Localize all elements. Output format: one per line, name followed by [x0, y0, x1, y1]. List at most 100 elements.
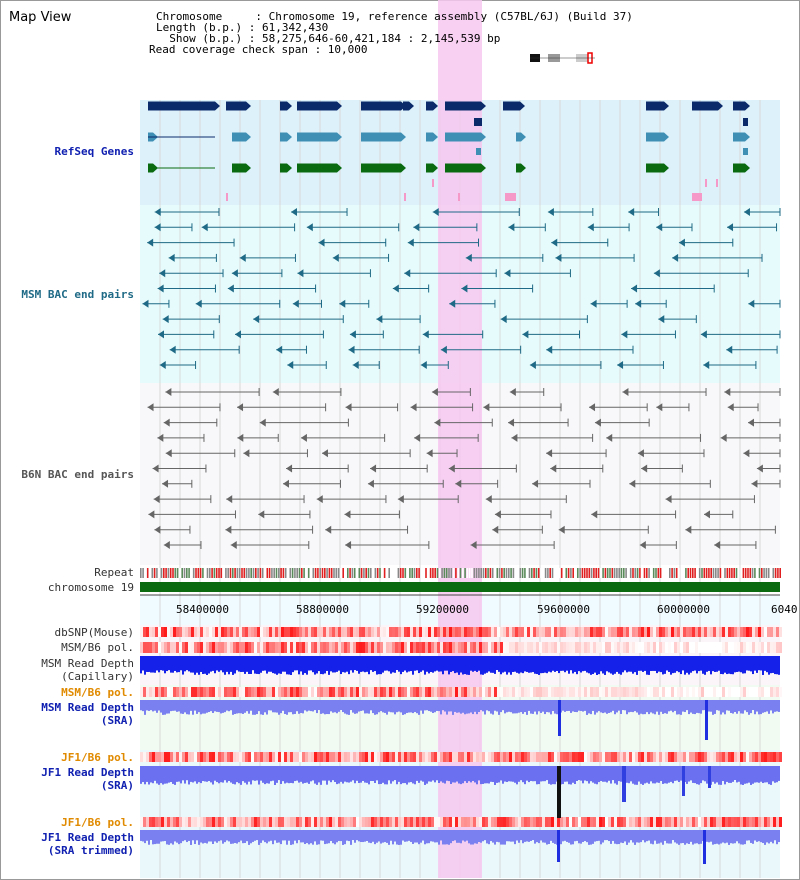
heat-cell [590, 627, 593, 637]
depth-bar [488, 766, 490, 784]
repeat-mark [606, 568, 609, 578]
heat-cell [467, 642, 470, 653]
bac-end-marker [297, 269, 304, 278]
depth-bar [396, 656, 398, 671]
depth-bar [520, 656, 522, 673]
depth-bar [274, 766, 276, 785]
depth-bar [376, 700, 378, 715]
track-label-jf1-depth[interactable]: JF1 Read Depth (SRA) [0, 766, 134, 792]
track-label-jf1-trim[interactable]: JF1 Read Depth (SRA trimmed) [0, 831, 134, 857]
depth-bar [588, 700, 590, 714]
track-label-msm-depth-sra[interactable]: MSM Read Depth (SRA) [0, 701, 134, 727]
depth-bar [306, 766, 308, 783]
depth-bar [508, 830, 510, 842]
repeat-mark [158, 568, 160, 578]
heat-cell [158, 627, 161, 637]
depth-bar [688, 700, 690, 715]
heat-cell [392, 752, 395, 762]
depth-bar [254, 656, 256, 674]
bac-end-marker [348, 345, 355, 354]
track-label-msm-b6-pol[interactable]: MSM/B6 pol. [61, 641, 134, 654]
depth-bar [728, 830, 730, 845]
depth-bar [174, 830, 176, 842]
repeat-mark [475, 568, 478, 578]
depth-bar [632, 830, 634, 843]
depth-bar [650, 656, 652, 671]
depth-bar [776, 830, 778, 845]
bac-end-marker [169, 345, 176, 354]
heat-cell [515, 817, 518, 827]
track-label-msm-depth-cap[interactable]: MSM Read Depth (Capillary) [0, 657, 134, 683]
depth-bar [726, 700, 728, 711]
depth-bar [250, 700, 252, 711]
heat-cell [746, 687, 749, 697]
track-label-refseq[interactable]: RefSeq Genes [54, 145, 134, 158]
heat-cell [554, 817, 557, 827]
depth-bar [154, 656, 156, 673]
depth-bar [590, 766, 592, 782]
heat-cell [413, 817, 416, 827]
heat-cell [419, 642, 422, 653]
jf1-depth-line2: (SRA) [100, 779, 134, 792]
track-label-repeat[interactable]: Repeat [94, 566, 134, 579]
depth-bar [668, 766, 670, 783]
depth-bar [224, 700, 226, 713]
depth-bar [512, 766, 514, 782]
depth-bar [516, 766, 518, 785]
heat-cell [776, 627, 779, 637]
depth-bar [512, 830, 514, 842]
depth-bar [766, 700, 768, 712]
depth-bar [720, 766, 722, 785]
heat-cell [428, 627, 431, 637]
depth-bar [248, 700, 250, 714]
depth-bar [364, 766, 366, 783]
track-label-jf1-b6-pol[interactable]: JF1/B6 pol. [61, 751, 134, 764]
repeat-mark [646, 568, 648, 578]
heat-cell [695, 642, 698, 653]
repeat-mark [289, 568, 292, 578]
repeat-mark [721, 568, 724, 578]
depth-bar [302, 830, 304, 843]
heat-cell [320, 817, 323, 827]
repeat-mark [259, 568, 262, 578]
gene-exon [280, 101, 287, 111]
depth-bar [630, 656, 632, 672]
heat-cell [662, 687, 665, 697]
depth-bar [294, 656, 296, 671]
heat-cell [536, 642, 539, 653]
track-label-msm-b6-pol-2[interactable]: MSM/B6 pol. [61, 686, 134, 699]
heat-cell [638, 642, 641, 653]
depth-bar [546, 656, 548, 674]
bac-end-marker [282, 479, 289, 488]
depth-bar [656, 700, 658, 712]
track-label-jf1-b6-pol-2[interactable]: JF1/B6 pol. [61, 816, 134, 829]
depth-bar [400, 830, 402, 845]
depth-bar [188, 830, 190, 841]
track-label-dbsnp[interactable]: dbSNP(Mouse) [54, 626, 134, 639]
heat-cell [338, 817, 341, 827]
heat-cell [446, 752, 449, 762]
depth-bar [416, 766, 418, 781]
bac-end-marker [532, 479, 539, 488]
heat-cell [677, 627, 680, 637]
repeat-mark [432, 568, 434, 578]
repeat-mark [202, 568, 204, 578]
heat-cell [362, 817, 365, 827]
heat-cell [779, 642, 782, 653]
depth-bar [308, 766, 310, 784]
depth-bar [634, 766, 636, 785]
depth-bar [298, 830, 300, 841]
depth-bar [524, 830, 526, 842]
heat-cell [368, 642, 371, 653]
depth-bar [674, 830, 676, 843]
track-label-b6n-bac[interactable]: B6N BAC end pairs [21, 468, 134, 481]
depth-bar [490, 656, 492, 673]
track-label-msm-bac[interactable]: MSM BAC end pairs [21, 288, 134, 301]
depth-bar [258, 656, 260, 675]
depth-bar [266, 656, 268, 674]
depth-bar [606, 766, 608, 783]
depth-bar [322, 656, 324, 675]
depth-bar [216, 700, 218, 712]
bac-end-marker [546, 345, 553, 354]
heat-cell [152, 642, 155, 653]
